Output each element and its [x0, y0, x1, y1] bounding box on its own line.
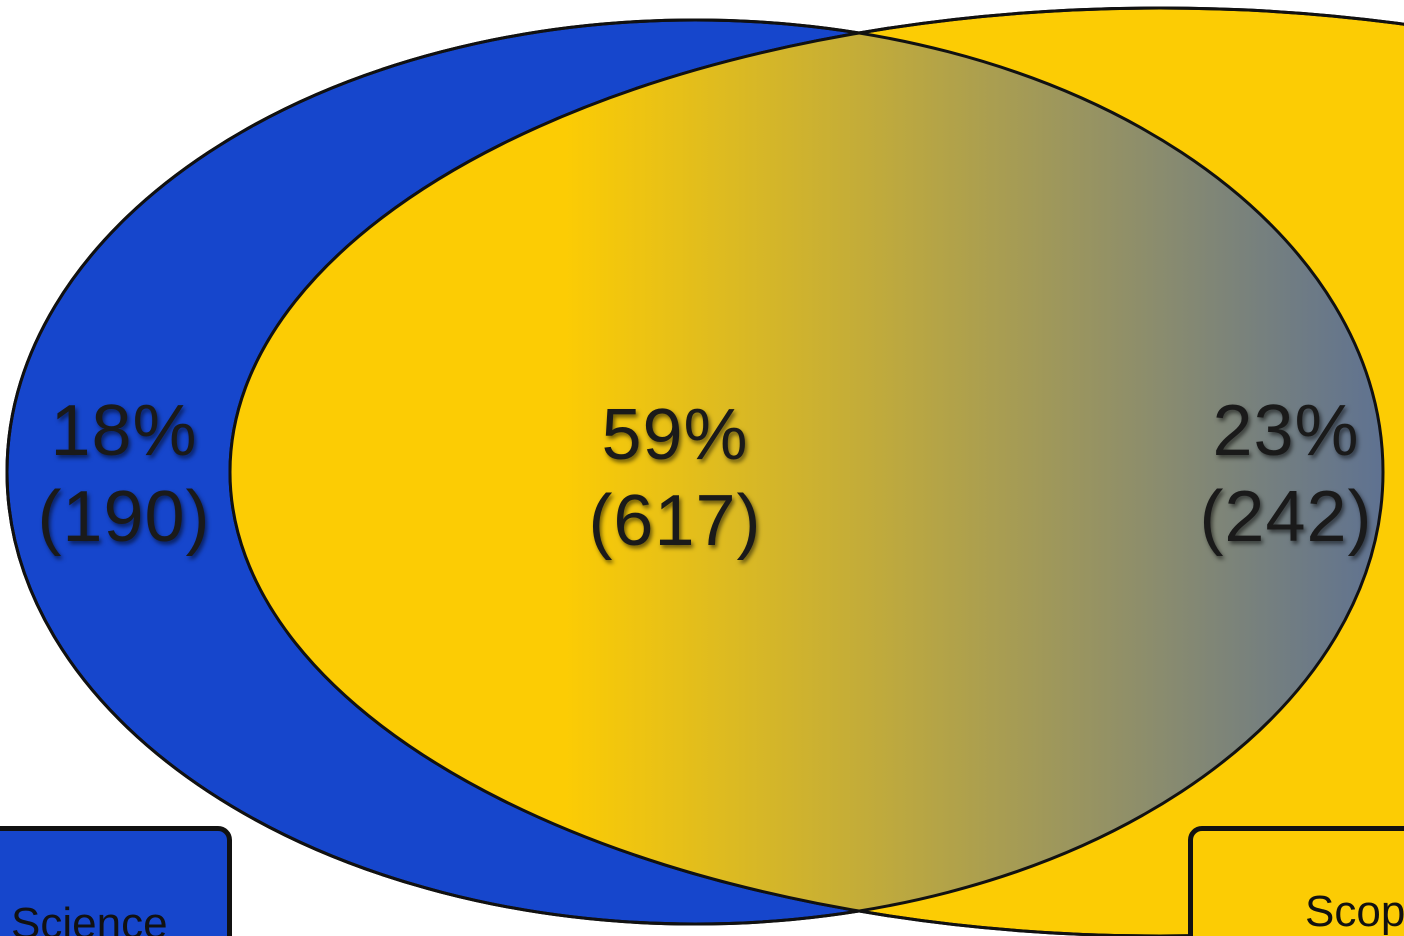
legend-set-a: Science	[0, 826, 232, 936]
region-left-percent: 18%	[50, 391, 198, 471]
region-right-count: (242)	[1199, 477, 1373, 557]
legend-set-b: Scop	[1188, 826, 1404, 936]
region-right-percent: 23%	[1212, 391, 1360, 471]
legend-set-a-label: Science	[11, 899, 168, 936]
set-b-outline	[228, 6, 1404, 936]
region-overlap-count: (617)	[588, 481, 762, 561]
legend-set-b-label: Scop	[1305, 887, 1404, 936]
region-right-label: 23% (242)	[1168, 388, 1404, 560]
set-a-outline	[5, 18, 1385, 926]
region-overlap-percent: 59%	[601, 395, 749, 475]
region-left-label: 18% (190)	[8, 388, 240, 560]
region-overlap-label: 59% (617)	[545, 392, 805, 564]
region-left-count: (190)	[37, 477, 211, 557]
overlap-region	[230, 20, 1383, 924]
